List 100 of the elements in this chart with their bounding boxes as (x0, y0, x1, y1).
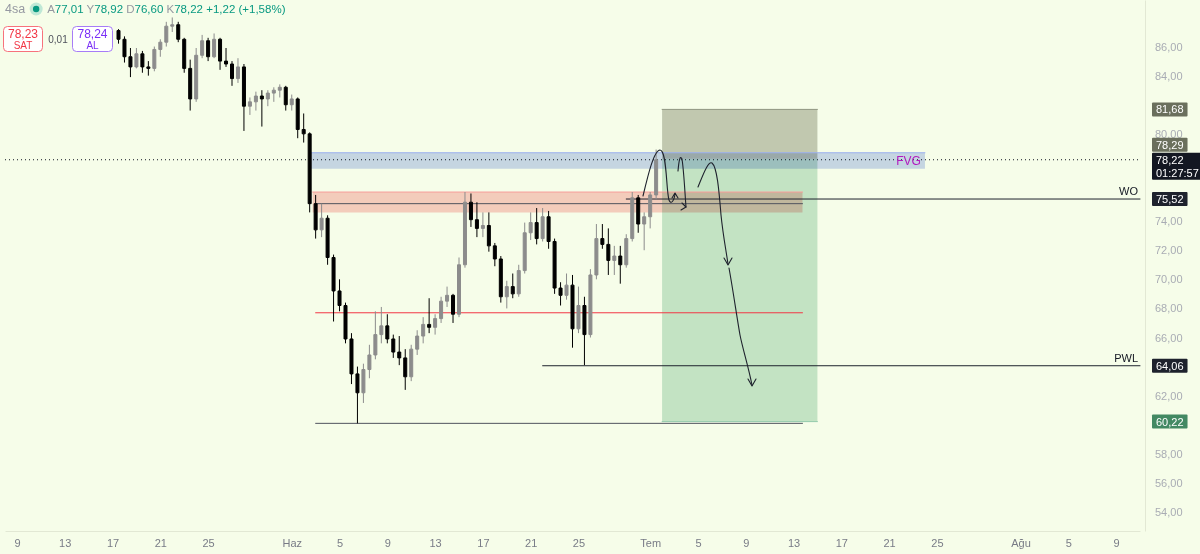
data-label: 64,06 (1156, 359, 1184, 372)
candlestick (492, 242, 497, 267)
candlestick (486, 211, 491, 253)
x-tick-label: 9 (384, 536, 391, 549)
candlestick (182, 37, 187, 74)
candlestick (194, 47, 199, 103)
series-label: FVG (896, 153, 921, 168)
candlestick (451, 293, 456, 324)
candlestick (439, 296, 444, 324)
candlestick (158, 38, 163, 58)
annotation: A77,01 Y78,92 D76,60 K78,22 +1,22 (+1,58%) (47, 3, 286, 15)
candlestick (582, 296, 587, 366)
candlestick (409, 344, 414, 382)
y-tick-label: 68,00 (1155, 302, 1183, 315)
x-tick-label: Tem (640, 536, 662, 549)
candlestick (403, 348, 408, 391)
candlestick (224, 47, 229, 68)
candlestick (289, 94, 294, 112)
y-tick-label: 72,00 (1155, 244, 1183, 257)
x-tick-label: 13 (59, 536, 72, 549)
y-tick-label: 74,00 (1155, 215, 1183, 228)
candlestick (516, 264, 521, 298)
candlestick (654, 149, 659, 200)
candlestick (624, 233, 629, 269)
candlestick (480, 211, 485, 238)
candlestick (397, 335, 402, 366)
candlestick (295, 96, 300, 139)
x-tick-label: 5 (336, 536, 344, 549)
candlestick (648, 191, 653, 229)
x-tick-label: Ağu (1011, 536, 1031, 549)
x-tick-label: 25 (572, 536, 586, 549)
x-tick-label: 9 (743, 536, 750, 549)
series-label: PWL (1114, 351, 1138, 364)
candlestick (630, 191, 635, 242)
annotation: 78,24 (77, 27, 108, 41)
annotation: SAT (13, 40, 33, 51)
annotation: AL (86, 40, 100, 51)
candlestick (206, 37, 211, 62)
candlestick (188, 59, 193, 112)
text: 81,68 (1156, 103, 1184, 116)
candlestick (200, 34, 205, 59)
x-tick-label: 5 (1065, 536, 1072, 549)
x-tick-label: 21 (525, 536, 538, 549)
series-label: WO (1119, 185, 1139, 198)
y-tick-label: 84,00 (1155, 69, 1183, 82)
candlestick (498, 255, 503, 304)
x-tick-label: 21 (154, 536, 167, 549)
candlestick (164, 21, 169, 48)
candlestick (510, 273, 515, 299)
candlestick (391, 334, 396, 359)
candlestick (265, 89, 270, 107)
x-tick-label: 9 (14, 536, 21, 549)
candlestick (468, 192, 473, 228)
text: 78,29 (1156, 138, 1184, 151)
candlestick (522, 222, 527, 274)
candlestick (241, 63, 246, 132)
candlestick (277, 83, 282, 98)
candlestick (259, 89, 264, 128)
candlestick (445, 286, 450, 308)
candlestick (427, 297, 432, 334)
candlestick (636, 194, 641, 234)
ref-line-label: 78,22 (1156, 153, 1184, 166)
x-tick-label: Haz (282, 536, 303, 549)
candlestick (504, 280, 509, 309)
y-tick-label: 86,00 (1155, 40, 1183, 53)
text: 60,22 (1156, 415, 1184, 428)
candlestick (421, 316, 426, 344)
candlestick (152, 46, 157, 72)
x-tick-label: 25 (202, 536, 215, 549)
candlestick (212, 32, 217, 59)
annotation: 0,01 (48, 34, 69, 45)
candlestick (283, 85, 288, 112)
candlestick (415, 329, 420, 356)
candlestick (540, 207, 545, 242)
candlestick (170, 16, 175, 33)
candlestick (570, 274, 575, 349)
x-tick-label: 5 (695, 536, 702, 549)
candlestick (218, 37, 223, 71)
candlestick (385, 313, 390, 344)
candlestick (134, 47, 139, 69)
candlestick (230, 60, 234, 87)
y-tick-label: 62,00 (1155, 389, 1183, 402)
candlestick (319, 203, 324, 238)
candlestick (534, 207, 539, 245)
y-tick-label: 56,00 (1155, 477, 1183, 490)
candlestick (457, 257, 461, 318)
candlestick (576, 286, 581, 334)
candlestick (176, 21, 181, 43)
x-tick-label: 21 (883, 536, 896, 549)
x-tick-label: 9 (1113, 536, 1120, 549)
candlestick (271, 86, 276, 103)
candlestick (301, 112, 306, 144)
candlestick (247, 96, 252, 116)
x-tick-label: 25 (931, 536, 944, 549)
candlestick (474, 201, 479, 238)
x-tick-label: 17 (835, 536, 848, 549)
annotation: 78,23 (7, 27, 39, 41)
candlestick (642, 211, 647, 251)
x-tick-label: 13 (787, 536, 801, 549)
y-tick-label: 54,00 (1155, 506, 1183, 519)
